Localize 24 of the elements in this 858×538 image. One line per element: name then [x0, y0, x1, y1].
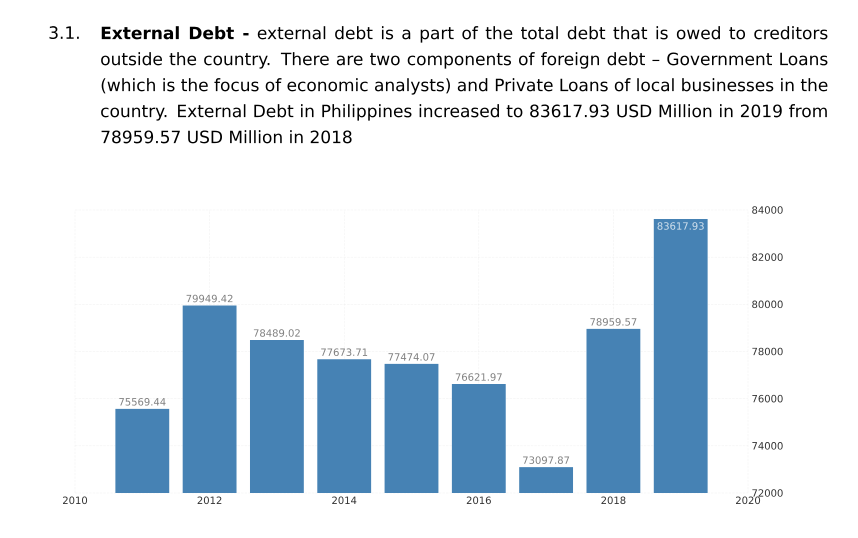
- data-label: 83617.93: [658, 222, 704, 230]
- y-tick-label: 82000: [752, 253, 783, 261]
- data-label: 76621.97: [456, 373, 502, 381]
- x-tick-label: 2018: [601, 496, 626, 504]
- x-tick-label: 2020: [736, 496, 760, 504]
- data-label: 75569.44: [119, 398, 166, 406]
- data-label: 77673.71: [321, 348, 368, 356]
- y-tick-label: 78000: [752, 348, 783, 356]
- y-tick-label: 72000: [752, 489, 783, 497]
- data-label: 78489.02: [254, 329, 300, 337]
- x-tick-label: 2010: [63, 496, 88, 504]
- data-label: 79949.42: [186, 294, 232, 302]
- y-tick-label: 84000: [752, 206, 783, 214]
- chart-title: External Debt - external debt is a part of the total debt that is owed to creditors outside the country. There are two components of foreign debt – Government Loans (which is the focus of economic analysts) and Private Loans of local businesses in the country. External Debt in Philippines increased to 83617.93 USD Million in 2019 from 78959.57 USD Million in 2018: [101, 26, 828, 144]
- x-tick-label: 2012: [198, 496, 222, 504]
- data-label: 73097.87: [523, 456, 570, 464]
- y-tick-label: 76000: [752, 394, 783, 402]
- y-tick-label: 80000: [752, 300, 783, 308]
- data-label: 78959.57: [590, 318, 636, 326]
- y-tick-label: 74000: [752, 442, 783, 450]
- x-tick-label: 2014: [332, 496, 356, 504]
- x-tick-label: 2016: [466, 496, 491, 504]
- data-label: 77474.07: [388, 353, 435, 361]
- text: 3.1.: [49, 26, 79, 40]
